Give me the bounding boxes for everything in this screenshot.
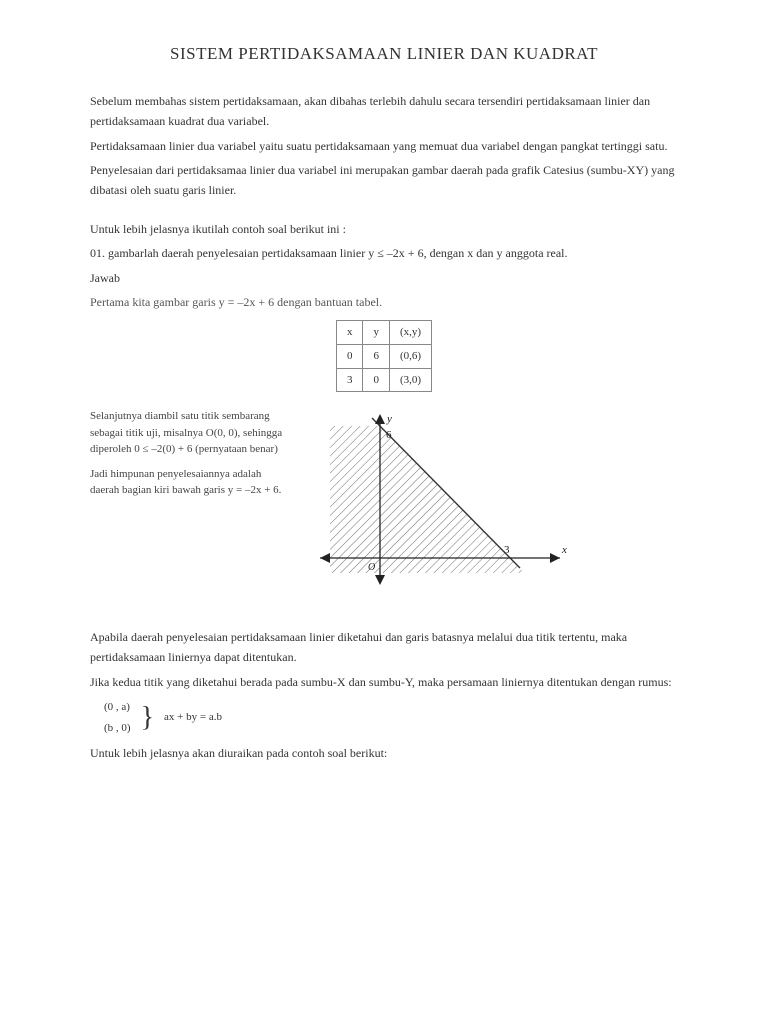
table-cell: (3,0) xyxy=(389,368,431,392)
page-title: SISTEM PERTIDAKSAMAAN LINIER DAN KUADRAT xyxy=(90,40,678,69)
formula: (0 , a) (b , 0) } ax + by = a.b xyxy=(104,698,678,737)
x-axis-label: x xyxy=(561,544,567,556)
document-page: SISTEM PERTIDAKSAMAAN LINIER DAN KUADRAT… xyxy=(0,0,768,808)
point-label: (b , 0) xyxy=(104,719,131,738)
table-cell: 3 xyxy=(336,368,363,392)
y-intercept-label: 6 xyxy=(386,429,392,441)
paragraph: Penyelesaian dari pertidaksamaa linier d… xyxy=(90,160,678,201)
spacer xyxy=(90,205,678,219)
x-intercept-label: 3 xyxy=(504,544,510,556)
y-axis-label: y xyxy=(386,413,392,425)
table-row: 0 6 (0,6) xyxy=(336,345,431,369)
caption-text: Selanjutnya diambil satu titik sembarang… xyxy=(90,408,290,458)
formula-points: (0 , a) (b , 0) xyxy=(104,698,131,737)
paragraph: Untuk lebih jelasnya akan diuraikan pada… xyxy=(90,743,678,763)
origin-label: O xyxy=(368,562,375,573)
paragraph: Pertidaksamaan linier dua variabel yaitu… xyxy=(90,136,678,156)
arrow-up-icon xyxy=(375,414,385,424)
chart-svg: 6 3 x y O xyxy=(310,408,570,588)
point-label: (0 , a) xyxy=(104,698,131,717)
paragraph: Untuk lebih jelasnya ikutilah contoh soa… xyxy=(90,219,678,239)
table-cell: 0 xyxy=(336,345,363,369)
paragraph: Sebelum membahas sistem pertidaksamaan, … xyxy=(90,91,678,132)
example-problem: 01. gambarlah daerah penyelesaian pertid… xyxy=(90,243,678,263)
inequality-chart: 6 3 x y O xyxy=(310,408,678,594)
shaded-region-extra xyxy=(330,558,525,573)
table-row: x y (x,y) xyxy=(336,321,431,345)
caption-text: Jadi himpunan penyelesaiannya adalah dae… xyxy=(90,466,290,499)
xy-table: x y (x,y) 0 6 (0,6) 3 0 (3,0) xyxy=(336,320,432,392)
equation: ax + by = a.b xyxy=(164,708,222,727)
arrow-down-icon xyxy=(375,575,385,585)
table-header: y xyxy=(363,321,390,345)
paragraph: Jika kedua titik yang diketahui berada p… xyxy=(90,672,678,692)
step-text: Pertama kita gambar garis y = –2x + 6 de… xyxy=(90,292,678,312)
figure-row: Selanjutnya diambil satu titik sembarang… xyxy=(90,408,678,594)
spacer xyxy=(90,605,678,627)
table-cell: 6 xyxy=(363,345,390,369)
table-header: (x,y) xyxy=(389,321,431,345)
table-row: 3 0 (3,0) xyxy=(336,368,431,392)
table-header: x xyxy=(336,321,363,345)
figure-caption: Selanjutnya diambil satu titik sembarang… xyxy=(90,408,290,507)
arrow-left-icon xyxy=(320,553,330,563)
answer-label: Jawab xyxy=(90,268,678,288)
arrow-right-icon xyxy=(550,553,560,563)
table-cell: 0 xyxy=(363,368,390,392)
shaded-region xyxy=(330,426,510,558)
table-cell: (0,6) xyxy=(389,345,431,369)
brace-icon: } xyxy=(141,706,154,730)
paragraph: Apabila daerah penyelesaian pertidaksama… xyxy=(90,627,678,668)
